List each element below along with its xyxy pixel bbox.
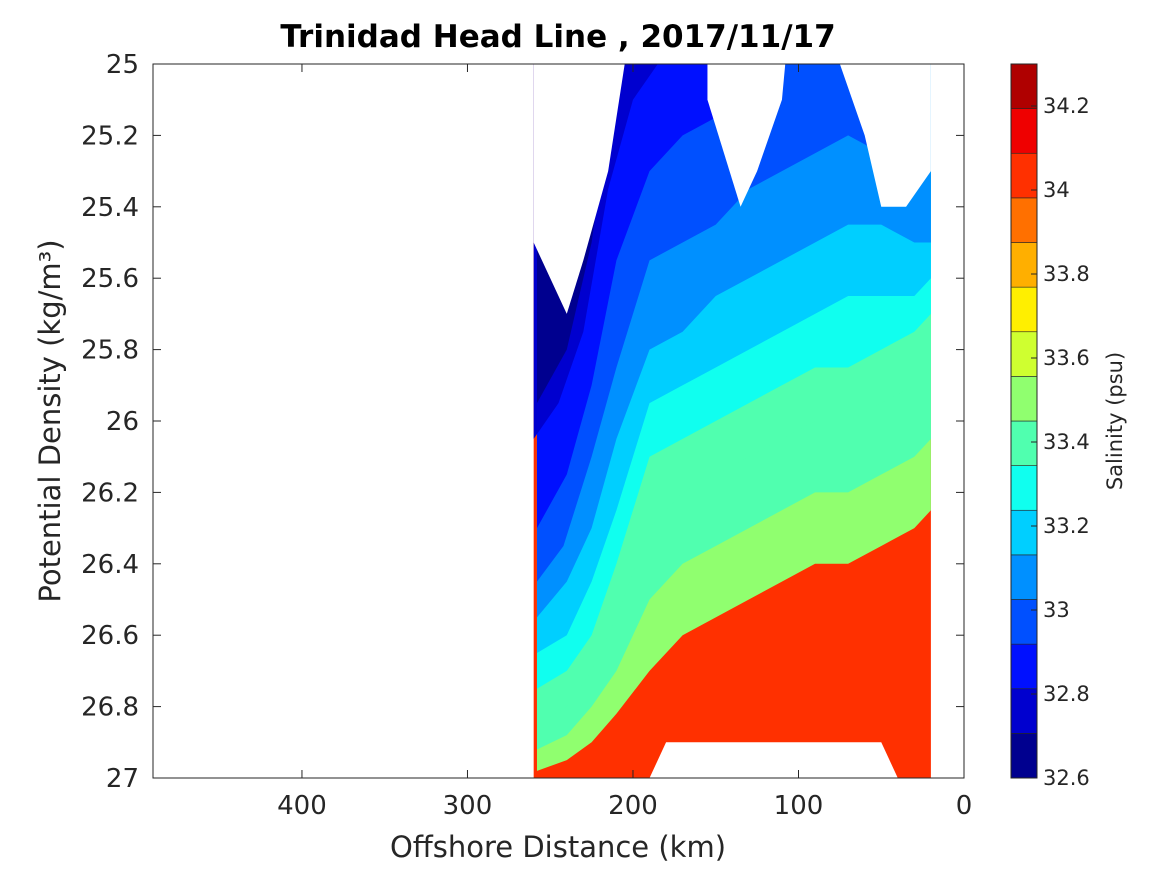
colorbar-swatch — [1010, 108, 1038, 154]
colorbar-swatch — [1010, 376, 1038, 422]
colorbar-tick-label: 33.6 — [1043, 346, 1090, 370]
colorbar-tick-label: 33.4 — [1043, 430, 1090, 454]
colorbar-swatch — [1010, 242, 1038, 288]
x-tick-label: 400 — [277, 791, 327, 821]
colorbar-swatch — [1010, 63, 1038, 109]
x-tick-label: 100 — [774, 791, 824, 821]
colorbar-tick-label: 32.8 — [1043, 682, 1090, 706]
no-data-region — [707, 64, 786, 207]
y-tick-label: 26.2 — [81, 478, 139, 508]
colorbar-swatch — [1010, 554, 1038, 600]
colorbar-tick-label: 34 — [1043, 178, 1070, 202]
y-axis-label: Potential Density (kg/m³) — [33, 239, 67, 602]
colorbar-swatch — [1010, 331, 1038, 377]
colorbar-swatch — [1010, 733, 1038, 779]
y-tick-label: 25.8 — [81, 336, 139, 366]
y-tick-label: 26.8 — [81, 693, 139, 723]
y-tick-label: 27 — [106, 764, 139, 794]
y-tick-label: 25.6 — [81, 264, 139, 294]
colorbar-tick-label: 33.8 — [1043, 262, 1090, 286]
x-axis-label: Offshore Distance (km) — [390, 830, 726, 864]
no-data-region — [839, 64, 931, 207]
colorbar-swatch — [1010, 197, 1038, 243]
colorbar-swatch — [1010, 420, 1038, 466]
y-tick-label: 26.6 — [81, 621, 139, 651]
contour-fills — [533, 64, 931, 778]
colorbar: 32.6 32.8 33 33.2 33.4 33.6 33.8 34 34.2 — [1010, 63, 1090, 790]
x-tick-label: 200 — [608, 791, 658, 821]
y-tick-label: 25.4 — [81, 193, 139, 223]
y-tick-label: 25.2 — [81, 121, 139, 151]
no-data-region — [649, 742, 898, 778]
colorbar-tick-label: 33.2 — [1043, 514, 1090, 538]
colorbar-tick-label: 34.2 — [1043, 94, 1090, 118]
colorbar-frame — [1010, 63, 1038, 779]
colorbar-swatch — [1010, 688, 1038, 734]
colorbar-swatch — [1010, 599, 1038, 645]
x-tick-label: 0 — [956, 791, 973, 821]
colorbar-tick-label: 32.6 — [1043, 766, 1090, 790]
colorbar-label: Salinity (psu) — [1103, 352, 1127, 490]
no-data-regions — [533, 64, 931, 778]
colorbar-swatch — [1010, 465, 1038, 511]
y-tick-label: 25 — [106, 50, 139, 80]
colorbar-swatch — [1010, 152, 1038, 199]
y-tick-label: 26 — [106, 407, 139, 437]
colorbar-swatch — [1010, 286, 1038, 333]
colorbar-swatch — [1010, 509, 1038, 556]
no-data-region — [533, 64, 625, 314]
chart-title: Trinidad Head Line , 2017/11/17 — [280, 19, 835, 55]
y-tick-label: 26.4 — [81, 550, 139, 580]
colorbar-swatch — [1010, 643, 1038, 690]
y-axis-ticks: 25 25.2 25.4 25.6 25.8 26 26.2 26.4 26.6 26.8 27 — [81, 50, 964, 794]
x-axis-ticks: 400 300 200 100 0 — [277, 64, 972, 821]
x-tick-label: 300 — [443, 791, 493, 821]
colorbar-tick-label: 33 — [1043, 598, 1070, 622]
